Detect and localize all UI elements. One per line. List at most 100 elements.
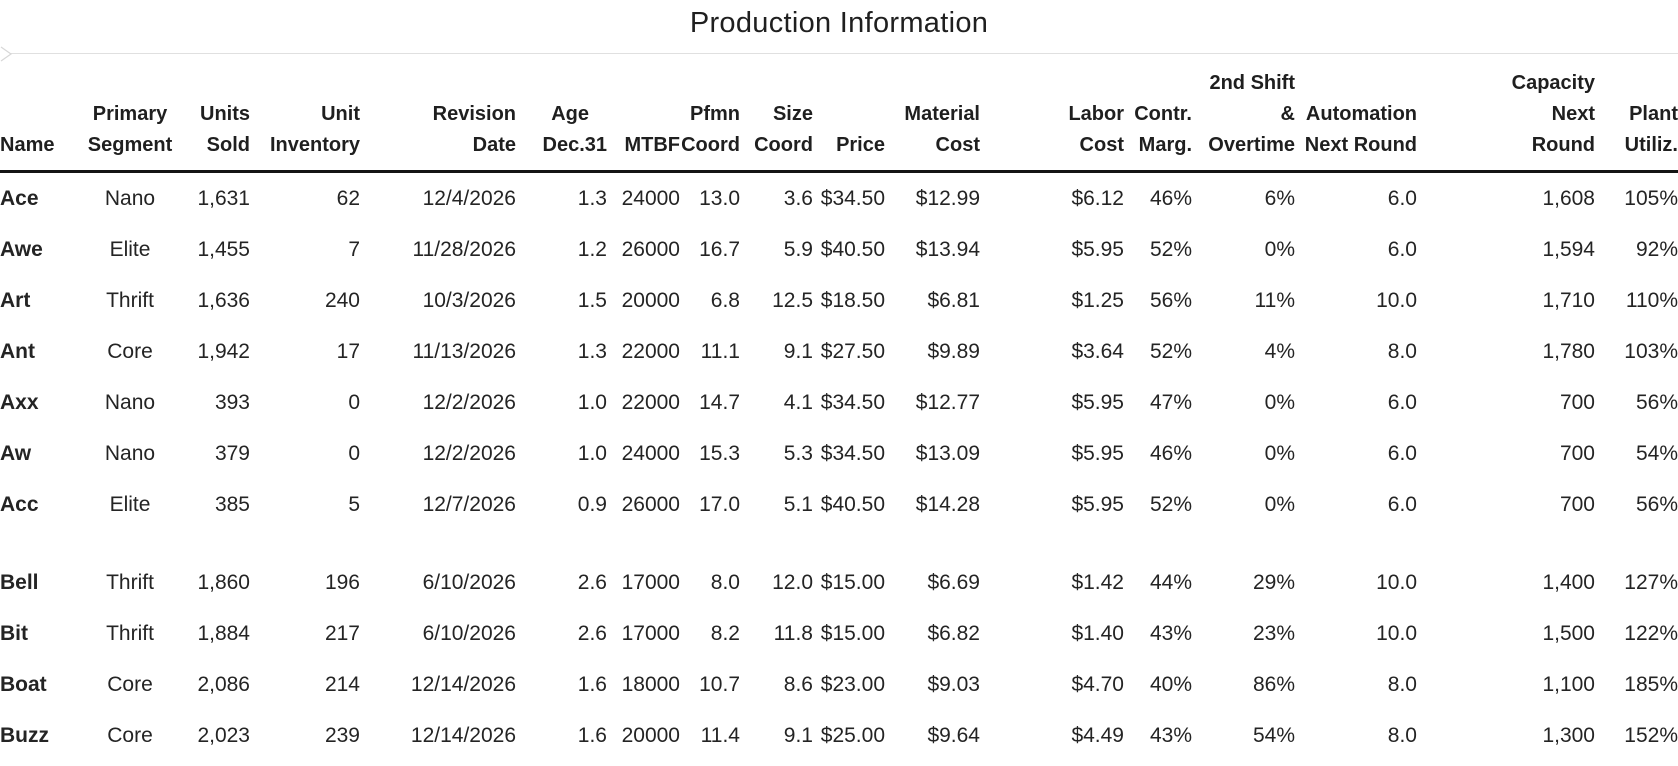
col-header-primary_segment: Primary Segment [70,54,190,173]
cell-capacity_next_round: 1,400 [1542,570,1595,594]
cell-second_shift_overtime: 23% [1252,621,1295,645]
cell-age_dec31: 2.6 [577,570,607,594]
cell-units_sold: 379 [214,441,250,465]
cell-units_sold: 1,942 [197,339,250,363]
cell-name: Ace [0,186,39,210]
cell-revision_date: 11/13/2026 [412,339,516,363]
cell-material_cost: $12.99 [915,186,980,210]
cell-mtbf: 24000 [621,441,680,465]
cell-capacity_next_round: 1,594 [1542,237,1595,261]
cell-automation_next_round: 6.0 [1387,237,1417,261]
cell-revision_date: 12/14/2026 [410,672,516,696]
cell-labor_cost: $4.70 [1071,672,1124,696]
cell-automation_next_round: 6.0 [1387,492,1417,516]
cell-contr_marg: 40% [1149,672,1192,696]
cell-unit_inventory: 217 [324,621,360,645]
col-header-line: Next [1551,103,1595,125]
cell-size_coord: 9.1 [783,723,813,747]
col-header-line: MTBF [624,134,680,156]
cell-price: $34.50 [820,186,885,210]
col-header-material_cost: Material Cost [885,54,980,173]
col-header-line [1124,68,1192,99]
cell-name: Bell [0,570,39,594]
cell-name: Art [0,288,31,312]
col-header-line: Pfmn [690,103,740,125]
cell-size_coord: 3.6 [783,186,813,210]
cell-plant_utiliz: 105% [1624,186,1678,210]
cell-pfmn_coord: 8.2 [710,621,740,645]
cell-primary_segment: Nano [104,390,156,414]
cell-revision_date: 10/3/2026 [422,288,516,312]
cell-capacity_next_round: 700 [1559,390,1595,414]
col-header-contr_marg: Contr. Marg. [1124,54,1192,173]
cell-price: $23.00 [820,672,885,696]
col-header-units_sold: Units Sold [190,54,250,173]
col-header-line: Segment [87,134,173,156]
cell-plant_utiliz: 54% [1635,441,1678,465]
col-header-unit_inventory: Unit Inventory [250,54,360,173]
cell-size_coord: 4.1 [783,390,813,414]
table-row: Ant Core 1,942 17 11/13/2026 1.3 22000 11.1 9.1 $… [0,326,1678,377]
cell-price: $34.50 [820,441,885,465]
page-title: Production Information [689,7,989,39]
cell-unit_inventory: 239 [324,723,360,747]
cell-age_dec31: 1.0 [577,390,607,414]
cell-name: Aw [0,441,32,465]
cell-price: $15.00 [820,570,885,594]
cell-material_cost: $9.03 [927,672,980,696]
col-header-line: Dec.31 [542,134,608,156]
cell-unit_inventory: 0 [348,441,360,465]
cell-automation_next_round: 8.0 [1387,723,1417,747]
cell-pfmn_coord: 15.3 [699,441,740,465]
cell-plant_utiliz: 185% [1624,672,1678,696]
col-header-line: 2nd Shift [1209,72,1295,94]
col-header-line [70,68,190,99]
cell-labor_cost: $1.42 [1071,570,1124,594]
cell-mtbf: 20000 [621,288,680,312]
col-header-line [813,99,885,130]
table-row: Art Thrift 1,636 240 10/3/2026 1.5 20000 6.8 12.… [0,275,1678,326]
cell-mtbf: 20000 [621,723,680,747]
table-row: Ace Nano 1,631 62 12/4/2026 1.3 24000 13.0 3.6 $3… [0,172,1678,225]
cell-plant_utiliz: 127% [1624,570,1678,594]
group-spacer-cell [0,530,1678,557]
cell-pfmn_coord: 8.0 [710,570,740,594]
cell-labor_cost: $5.95 [1071,441,1124,465]
col-header-plant_utiliz: Plant Utiliz. [1595,54,1678,173]
cell-revision_date: 6/10/2026 [422,570,516,594]
cell-second_shift_overtime: 0% [1264,492,1295,516]
cell-name: Boat [0,672,47,696]
cell-size_coord: 5.1 [783,492,813,516]
cell-automation_next_round: 10.0 [1376,288,1417,312]
cell-units_sold: 1,860 [197,570,250,594]
col-header-line: Price [836,134,885,156]
cell-pfmn_coord: 14.7 [699,390,740,414]
cell-unit_inventory: 214 [324,672,360,696]
col-header-line: Coord [754,134,813,156]
col-header-line: Unit [321,103,360,125]
cell-primary_segment: Elite [109,237,151,261]
cell-unit_inventory: 7 [348,237,360,261]
cell-age_dec31: 0.9 [577,492,607,516]
cell-second_shift_overtime: 54% [1252,723,1295,747]
table-row: Acc Elite 385 5 12/7/2026 0.9 26000 17.0 5.1 $40.… [0,479,1678,530]
col-header-line [740,68,813,99]
panel-top-border [9,53,1678,54]
cell-contr_marg: 46% [1149,186,1192,210]
cell-contr_marg: 47% [1149,390,1192,414]
cell-automation_next_round: 6.0 [1387,186,1417,210]
col-header-line: Marg. [1138,134,1192,156]
cell-unit_inventory: 0 [348,390,360,414]
cell-size_coord: 8.6 [783,672,813,696]
cell-material_cost: $12.77 [915,390,980,414]
cell-unit_inventory: 196 [324,570,360,594]
cell-pfmn_coord: 6.8 [710,288,740,312]
cell-contr_marg: 52% [1149,492,1192,516]
cell-size_coord: 5.9 [783,237,813,261]
cell-pfmn_coord: 13.0 [699,186,740,210]
cell-automation_next_round: 8.0 [1387,672,1417,696]
cell-automation_next_round: 6.0 [1387,390,1417,414]
cell-unit_inventory: 5 [348,492,360,516]
cell-mtbf: 26000 [621,237,680,261]
col-header-line: Revision [432,103,516,125]
